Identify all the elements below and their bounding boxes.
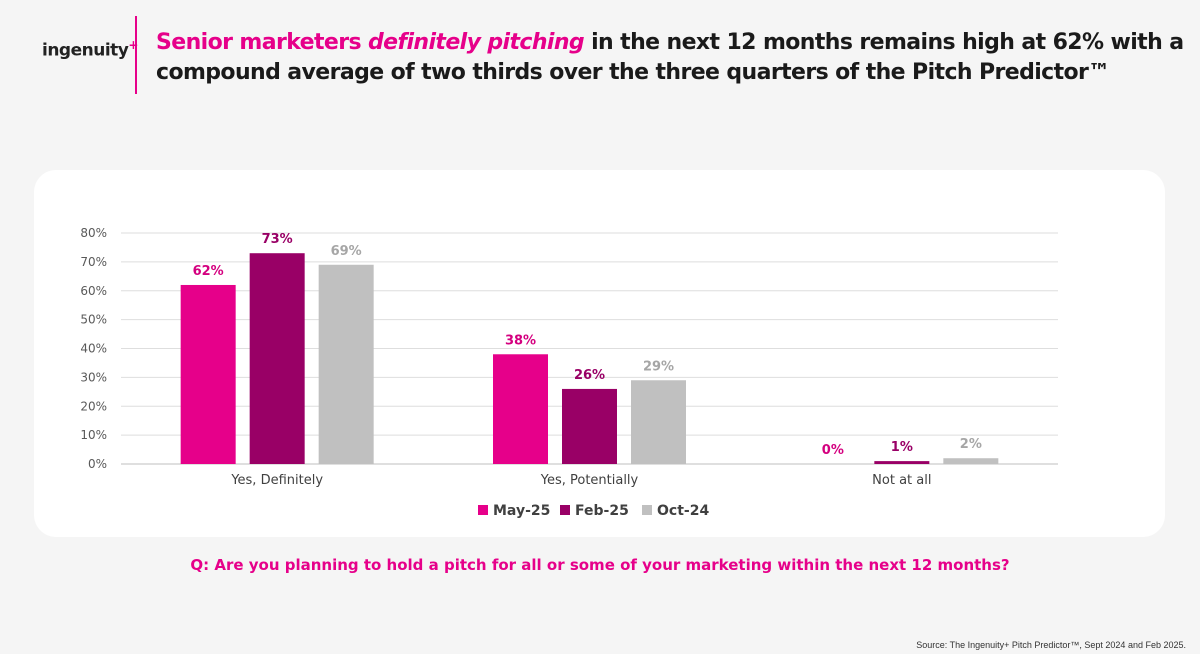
y-tick-label: 40% bbox=[80, 342, 107, 356]
data-label: 1% bbox=[891, 440, 913, 455]
x-tick-label: Yes, Definitely bbox=[230, 473, 323, 488]
title-part1: Senior marketers bbox=[156, 30, 369, 55]
logo-text: ingenuity bbox=[42, 40, 129, 61]
data-label: 69% bbox=[331, 244, 362, 259]
bar bbox=[493, 354, 548, 464]
data-label: 2% bbox=[960, 437, 982, 452]
data-label: 29% bbox=[643, 359, 674, 374]
bar bbox=[562, 388, 617, 464]
legend-swatch bbox=[560, 505, 570, 515]
x-tick-label: Yes, Potentially bbox=[540, 473, 639, 488]
legend-label: Feb-25 bbox=[575, 503, 629, 519]
bar bbox=[631, 380, 686, 464]
bar bbox=[318, 264, 374, 464]
y-tick-label: 30% bbox=[80, 370, 107, 384]
y-tick-label: 20% bbox=[80, 399, 107, 413]
source-note: Source: The Ingenuity+ Pitch Predictor™,… bbox=[916, 640, 1186, 650]
data-label: 0% bbox=[822, 443, 844, 458]
bar bbox=[874, 461, 930, 464]
ingenuity-logo: ingenuity+ bbox=[42, 38, 138, 61]
y-tick-label: 50% bbox=[80, 313, 107, 327]
bar bbox=[943, 458, 999, 464]
x-tick-label: Not at all bbox=[872, 473, 931, 488]
data-label: 62% bbox=[193, 264, 224, 279]
legend-swatch bbox=[642, 505, 652, 515]
data-label: 73% bbox=[262, 232, 293, 247]
title-part2: in the next 12 months remains high at 62… bbox=[156, 30, 1184, 85]
y-tick-label: 70% bbox=[80, 255, 107, 269]
legend-swatch bbox=[478, 505, 488, 515]
y-tick-label: 10% bbox=[80, 428, 107, 442]
bar bbox=[249, 253, 305, 464]
legend-label: Oct-24 bbox=[657, 503, 709, 519]
survey-question: Q: Are you planning to hold a pitch for … bbox=[190, 556, 1010, 574]
title-emphasis: definitely pitching bbox=[368, 30, 585, 55]
chart-card: 0% 10% 20% 30% 40% 50% 60% 70% 80% 62% 73% 69% Yes, … bbox=[34, 170, 1165, 537]
logo-plus: + bbox=[128, 38, 138, 52]
data-label: 38% bbox=[505, 333, 536, 348]
header-divider bbox=[135, 16, 137, 94]
legend-label: May-25 bbox=[493, 503, 550, 519]
y-tick-label: 0% bbox=[88, 457, 107, 471]
bar-chart: 0% 10% 20% 30% 40% 50% 60% 70% 80% 62% 73% 69% Yes, … bbox=[80, 226, 1058, 519]
data-label: 26% bbox=[574, 368, 605, 383]
bar bbox=[180, 284, 236, 464]
y-tick-label: 80% bbox=[80, 226, 107, 240]
page-title: Senior marketers definitely pitching in … bbox=[156, 28, 1186, 88]
y-tick-label: 60% bbox=[80, 284, 107, 298]
